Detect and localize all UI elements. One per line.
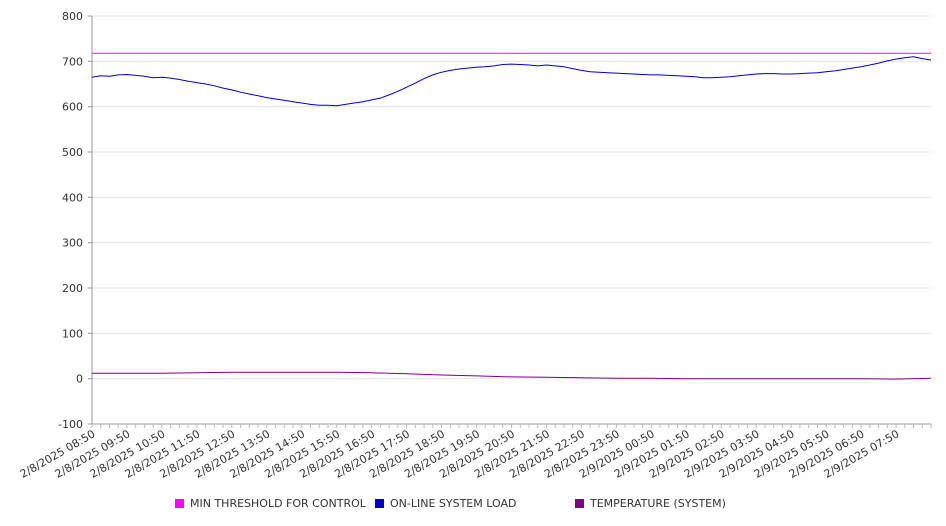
x-axis-ticks: 2/8/2025 08:502/8/2025 09:502/8/2025 10:… (18, 424, 932, 481)
legend-label-temperature: TEMPERATURE (SYSTEM) (590, 497, 726, 510)
legend-item-min-threshold[interactable]: MIN THRESHOLD FOR CONTROL (175, 497, 366, 510)
y-tick-label: 100 (62, 327, 83, 340)
y-tick-label: 700 (62, 55, 83, 68)
legend-swatch-system-load (375, 499, 384, 508)
legend-item-system-load[interactable]: ON-LINE SYSTEM LOAD (375, 497, 516, 510)
legend-swatch-temperature (575, 499, 584, 508)
y-tick-label: 300 (62, 237, 83, 250)
y-tick-label: 800 (62, 10, 83, 23)
legend-item-temperature[interactable]: TEMPERATURE (SYSTEM) (575, 497, 726, 510)
series-line-1 (91, 56, 932, 107)
y-axis-ticks: 800 700 600 500 400 300 200 100 0 -100 (58, 10, 92, 431)
y-tick-label: 500 (62, 146, 83, 159)
series-lines (91, 52, 932, 380)
series-line-2 (92, 371, 932, 380)
y-tick-label: 200 (62, 282, 83, 295)
legend-swatch-min-threshold (175, 499, 184, 508)
grid-lines (92, 15, 931, 425)
legend: MIN THRESHOLD FOR CONTROL ON-LINE SYSTEM… (0, 497, 946, 515)
y-tick-label: 0 (76, 373, 83, 386)
y-tick-label: 600 (62, 101, 83, 114)
y-tick-label: -100 (58, 418, 83, 431)
axes (91, 16, 931, 425)
y-tick-label: 400 (62, 191, 83, 204)
legend-label-system-load: ON-LINE SYSTEM LOAD (390, 497, 517, 510)
legend-label-min-threshold: MIN THRESHOLD FOR CONTROL (190, 497, 366, 510)
